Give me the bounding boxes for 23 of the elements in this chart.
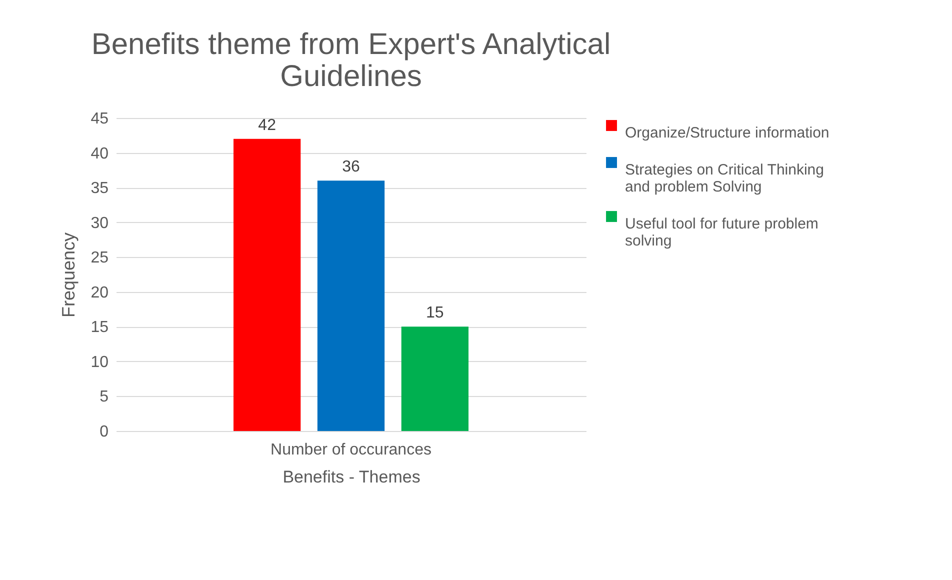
- data-label: 15: [426, 304, 444, 322]
- y-tick-label: 40: [90, 145, 109, 162]
- data-label: 42: [258, 116, 276, 134]
- y-axis-title: Frequency: [58, 232, 79, 318]
- x-tick-label: Number of occurances: [270, 442, 432, 458]
- bar: [317, 180, 385, 431]
- data-label: 36: [342, 158, 360, 176]
- y-tick-label: 15: [90, 319, 109, 336]
- y-tick-label: 20: [90, 284, 109, 302]
- y-tick-label: 25: [90, 250, 109, 267]
- chart-title: Benefits theme from Expert's Analytical Guidelines: [91, 28, 611, 93]
- x-axis-title: Benefits - Themes: [282, 468, 420, 486]
- legend-label: Strategies on Critical Thinking and problem Solving: [625, 162, 824, 196]
- y-tick-label: 5: [100, 388, 109, 406]
- y-tick-label: 35: [90, 180, 109, 198]
- bar: [234, 138, 301, 431]
- y-tick-label: 10: [90, 354, 109, 371]
- legend-label: Useful tool for future problem solving: [625, 216, 818, 250]
- bar: [401, 326, 468, 431]
- legend-label: Organize/Structure information: [625, 124, 830, 142]
- y-tick-label: 45: [90, 110, 109, 128]
- y-tick-label: 0: [100, 424, 109, 440]
- y-tick-label: 30: [90, 214, 109, 232]
